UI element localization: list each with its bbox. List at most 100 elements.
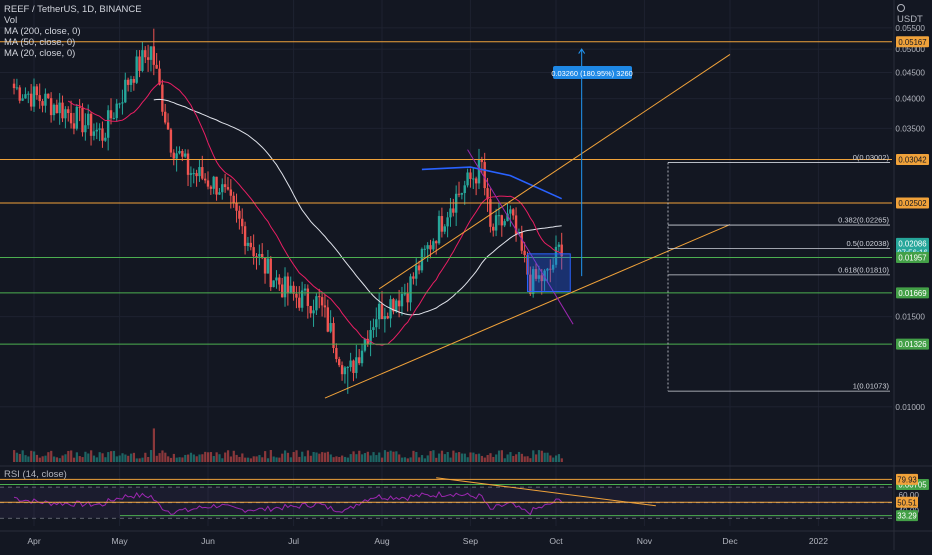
volume-bar <box>129 453 133 462</box>
volume-bar <box>560 458 563 462</box>
candle-body <box>106 110 110 138</box>
volume-bar <box>495 454 498 462</box>
volume-bar <box>184 454 187 462</box>
ma200-line <box>421 166 563 200</box>
time-tick: Jun <box>201 536 215 546</box>
candle-body <box>357 357 361 364</box>
candle-body <box>32 86 36 107</box>
volume-bar <box>466 457 469 462</box>
volume-bar <box>104 457 107 462</box>
volume-bar <box>13 450 16 462</box>
currency-selector[interactable]: USDT <box>897 3 932 25</box>
volume-bar <box>81 457 84 462</box>
volume-bar <box>292 452 295 462</box>
candle-body <box>477 159 481 184</box>
volume-bar <box>269 450 272 462</box>
candle-body <box>360 350 364 364</box>
volume-bar <box>475 454 478 462</box>
volume-bar <box>35 454 39 462</box>
candle-body <box>81 107 84 133</box>
candle-body <box>429 245 432 250</box>
fib-level-label: 0.382(0.02265) <box>838 216 889 225</box>
volume-bar <box>435 457 438 462</box>
candle-body <box>352 360 355 373</box>
indicator-ma20[interactable]: MA (20, close, 0) <box>4 48 76 59</box>
candle-body <box>266 258 270 274</box>
volume-bar <box>138 458 141 462</box>
volume-bar <box>101 453 104 462</box>
trendline-support <box>324 224 731 399</box>
fib-level-label: 0.5(0.02038) <box>846 239 889 248</box>
candle-body <box>75 106 78 129</box>
volume-bar <box>301 451 304 462</box>
volume-bar <box>483 457 486 462</box>
volume-bar <box>115 456 118 462</box>
candle-body <box>415 265 418 279</box>
volume-bar <box>406 458 409 462</box>
candle-body <box>529 274 532 295</box>
volume-bar <box>218 454 221 462</box>
volume-bar <box>30 450 33 462</box>
candle-body <box>523 250 526 256</box>
volume-bar <box>458 452 461 462</box>
indicator-volume[interactable]: Vol <box>4 15 18 26</box>
candle-body <box>400 293 404 307</box>
candle-body <box>115 103 118 119</box>
candle-body <box>215 176 218 195</box>
rsi-title[interactable]: RSI (14, close) <box>4 469 67 480</box>
rsi-label-bg <box>896 473 918 485</box>
price-label-text: 0.02502 <box>898 199 926 208</box>
candle-body <box>52 104 56 116</box>
candle-body <box>218 192 221 195</box>
volume-bar <box>452 450 455 462</box>
candle-body <box>269 258 272 288</box>
volume-bar <box>238 456 241 462</box>
ma50-line <box>153 98 562 316</box>
volume-bar <box>546 452 549 462</box>
candle-body <box>483 162 486 189</box>
volume-bar <box>64 454 67 462</box>
candle-body <box>303 288 307 291</box>
volume-bar <box>286 452 290 462</box>
candle-body <box>178 151 181 154</box>
candle-body <box>457 193 461 195</box>
alert-icon[interactable] <box>897 4 905 12</box>
candle-body <box>198 167 201 177</box>
grid <box>0 0 892 526</box>
candle-body <box>514 215 518 235</box>
candle-body <box>397 300 401 307</box>
volume-bar <box>169 457 173 462</box>
trendline-channel-top <box>378 54 731 290</box>
time-tick: Nov <box>637 536 653 546</box>
indicator-ma50[interactable]: MA (50, close, 0) <box>4 37 76 48</box>
volume-bar <box>355 454 358 462</box>
volume-bar <box>375 455 378 462</box>
candle-body <box>366 338 369 345</box>
candle-body <box>340 365 344 375</box>
volume-bar <box>158 453 161 462</box>
candle-body <box>172 152 175 159</box>
symbol-title[interactable]: REEF / TetherUS, 1D, BINANCE <box>4 4 142 15</box>
price-label-bg <box>896 154 929 166</box>
candle-body <box>409 276 412 303</box>
volume-bar <box>409 457 412 462</box>
volume-bar <box>323 452 327 462</box>
candle-body <box>486 188 489 200</box>
volume-bars <box>13 428 563 462</box>
indicator-ma200[interactable]: MA (200, close, 0) <box>4 26 81 37</box>
rsi-label-text: 33.29 <box>897 512 917 521</box>
candle-body <box>375 319 378 328</box>
volume-bar <box>412 450 415 462</box>
volume-bar <box>21 450 24 462</box>
candle-body <box>118 103 121 105</box>
price-label-bg <box>896 338 929 350</box>
candle-body <box>138 56 141 71</box>
candle-body <box>101 128 104 141</box>
candle-body <box>355 357 358 373</box>
volume-bar <box>526 456 529 462</box>
volume-bar <box>135 458 138 462</box>
volume-bar <box>181 457 184 462</box>
volume-bar <box>198 454 201 462</box>
